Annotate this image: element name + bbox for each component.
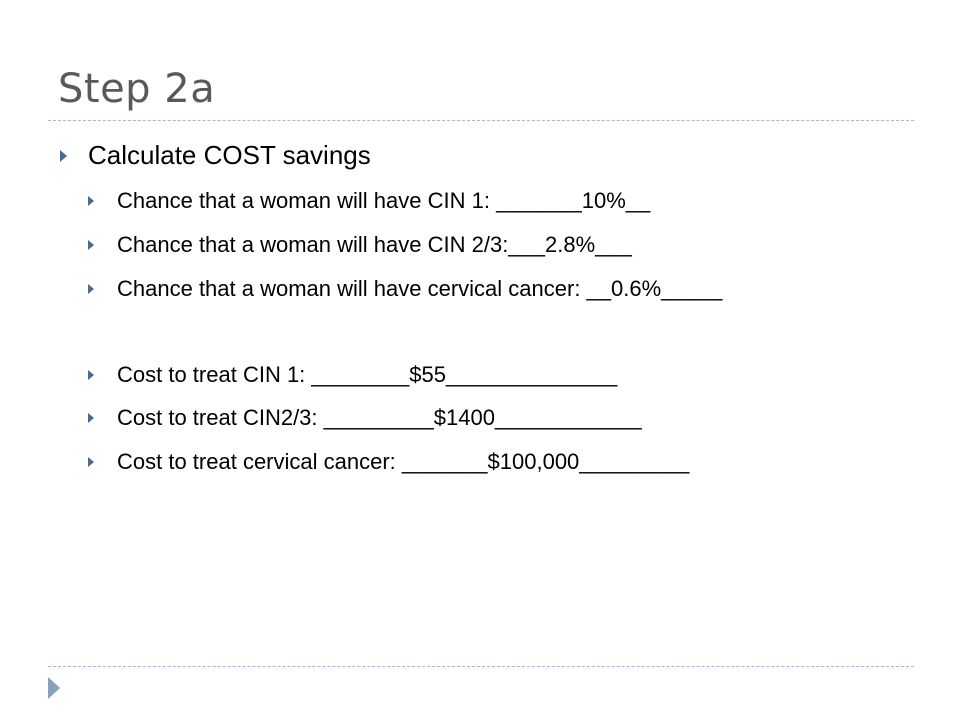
list-item: Chance that a woman will have CIN 1: ___…: [86, 188, 650, 214]
bullet-arrow-icon: [60, 150, 67, 162]
bullet-arrow-icon: [88, 284, 94, 294]
list-item-text: Cost to treat cervical cancer: _______$1…: [117, 449, 690, 474]
bullet-heading: Calculate COST savings: [58, 140, 371, 171]
list-item-text: Cost to treat CIN 1: ________$55________…: [117, 362, 618, 387]
bullet-arrow-icon: [88, 196, 94, 206]
list-item: Chance that a woman will have CIN 2/3:__…: [86, 232, 632, 258]
title-divider: [48, 120, 914, 121]
slide-title: Step 2a: [58, 66, 216, 112]
bullet-arrow-icon: [88, 413, 94, 423]
list-item-text: Chance that a woman will have CIN 2/3:__…: [117, 232, 632, 257]
footer-divider: [48, 666, 914, 667]
list-item-text: Chance that a woman will have CIN 1: ___…: [117, 188, 651, 213]
list-item: Cost to treat cervical cancer: _______$1…: [86, 449, 689, 475]
list-item-text: Cost to treat CIN2/3: _________$1400____…: [117, 405, 642, 430]
list-item: Chance that a woman will have cervical c…: [86, 276, 722, 302]
bullet-arrow-icon: [88, 457, 94, 467]
bullet-arrow-icon: [88, 370, 94, 380]
list-item-text: Chance that a woman will have cervical c…: [117, 276, 723, 301]
list-item: Cost to treat CIN 1: ________$55________…: [86, 362, 617, 388]
footer-triangle-icon: [48, 677, 60, 699]
bullet-arrow-icon: [88, 240, 94, 250]
bullet-heading-text: Calculate COST savings: [88, 140, 371, 170]
list-item: Cost to treat CIN2/3: _________$1400____…: [86, 405, 642, 431]
